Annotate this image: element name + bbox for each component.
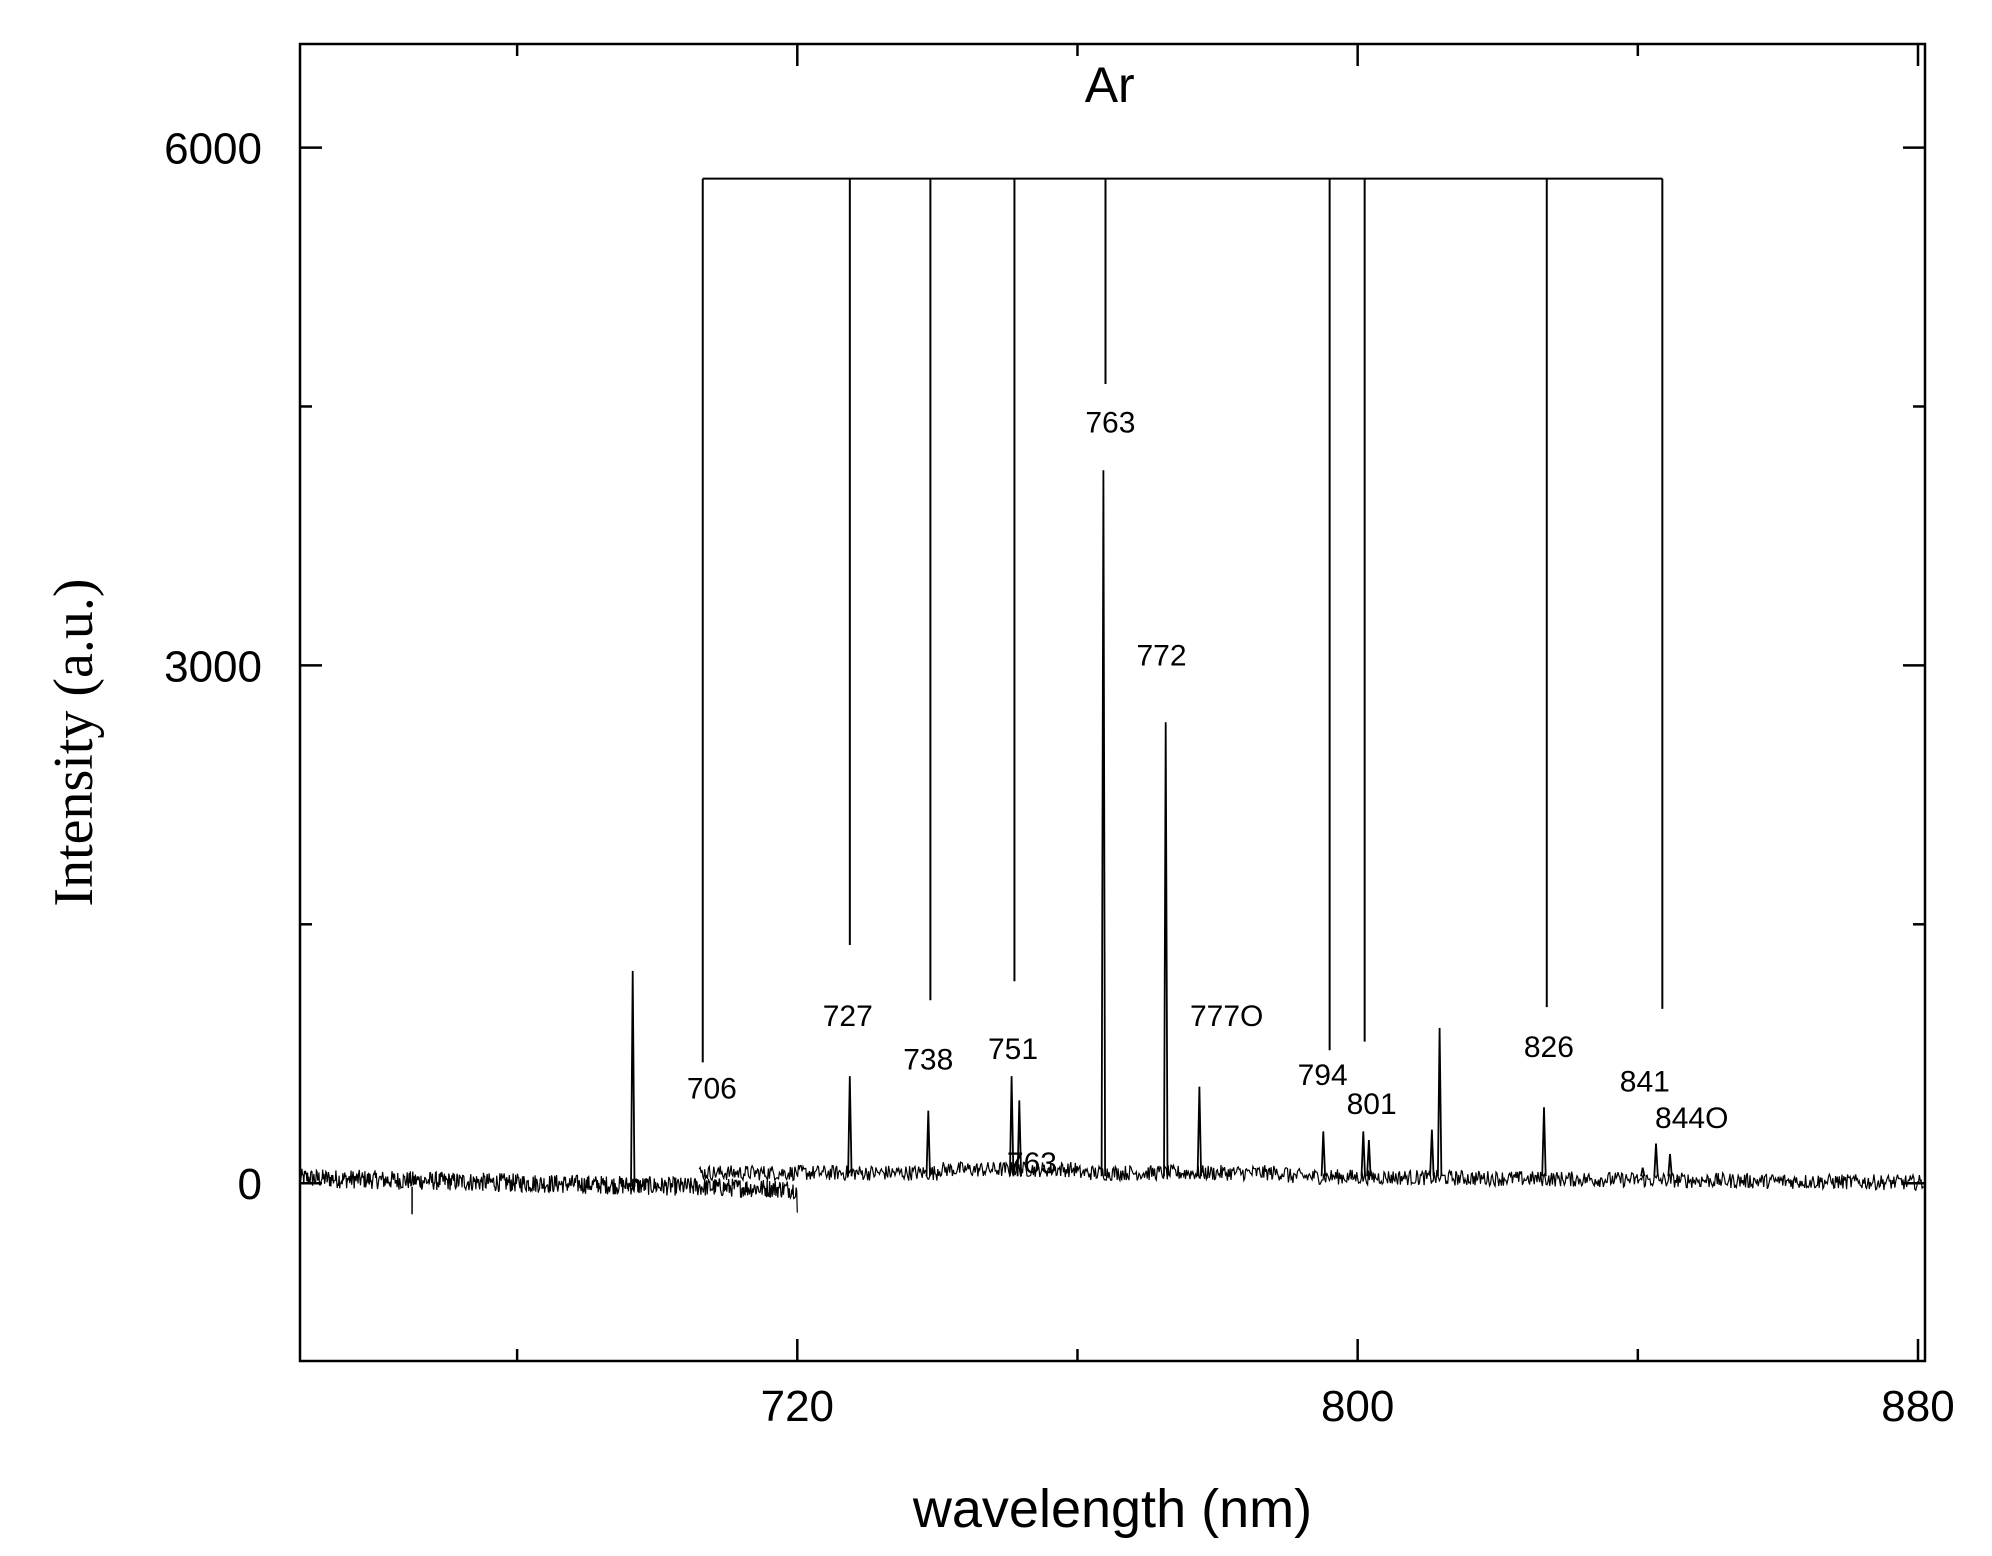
peak-label: 772 [1136,639,1186,672]
axis-ticks [300,44,1925,1361]
spectrum-peak [1163,722,1169,1177]
spectrum-peak [925,1110,931,1177]
peak-label: 794 [1298,1059,1348,1092]
x-tick-label: 800 [1321,1382,1394,1431]
ar-group-label: Ar [1085,57,1135,113]
spectrum-peak [1009,1076,1015,1177]
axis-tick-labels: 720 800 880 0 3000 6000 [164,125,1955,1431]
spectrum-peak [1360,1131,1366,1177]
spectrum-line-segment-2 [698,1161,1926,1192]
spectrum-peak [1541,1107,1547,1177]
ar-reference-bracket [701,177,1664,1063]
x-tick-label: 880 [1881,1382,1954,1431]
spectrum-peak [1429,1129,1435,1177]
peak-label: 763 [1085,406,1135,439]
peak-label: 763 [1007,1147,1057,1180]
y-tick-label: 3000 [164,642,262,691]
peak-label: 841 [1620,1066,1670,1099]
spectrum-peak [1320,1131,1326,1177]
x-tick-label: 720 [761,1382,834,1431]
peak-label: 706 [687,1073,737,1106]
peak-label: 738 [903,1043,953,1076]
plot-frame [298,42,1927,1363]
spectrum-peak [1667,1153,1673,1177]
spectrum-peak [630,970,636,1187]
y-tick-label: 0 [238,1160,262,1209]
peak-label: 844O [1655,1102,1728,1135]
spectrum-peak [847,1076,853,1177]
spectrum-peak [1653,1143,1659,1177]
y-tick-label: 6000 [164,125,262,174]
spectrum-peak [1437,1027,1443,1177]
spectrum-peak [1196,1086,1202,1177]
y-axis-label: Intensity (a.u.) [43,578,105,906]
x-axis-label: wavelength (nm) [912,1479,1312,1539]
spectrum-peak [1366,1140,1372,1177]
peak-label: 777O [1190,1000,1263,1033]
spectrum-line-segment-1 [299,1168,798,1213]
spectrum-peak [1100,470,1106,1177]
peak-label: 826 [1524,1031,1574,1064]
peak-label: 751 [988,1033,1038,1066]
peak-label: 801 [1347,1088,1397,1121]
peak-label: 727 [823,1000,873,1033]
spectrum-peak [1640,1167,1646,1177]
spectrum-peak [1016,1100,1022,1177]
spectrum-peaks [411,470,1673,1215]
